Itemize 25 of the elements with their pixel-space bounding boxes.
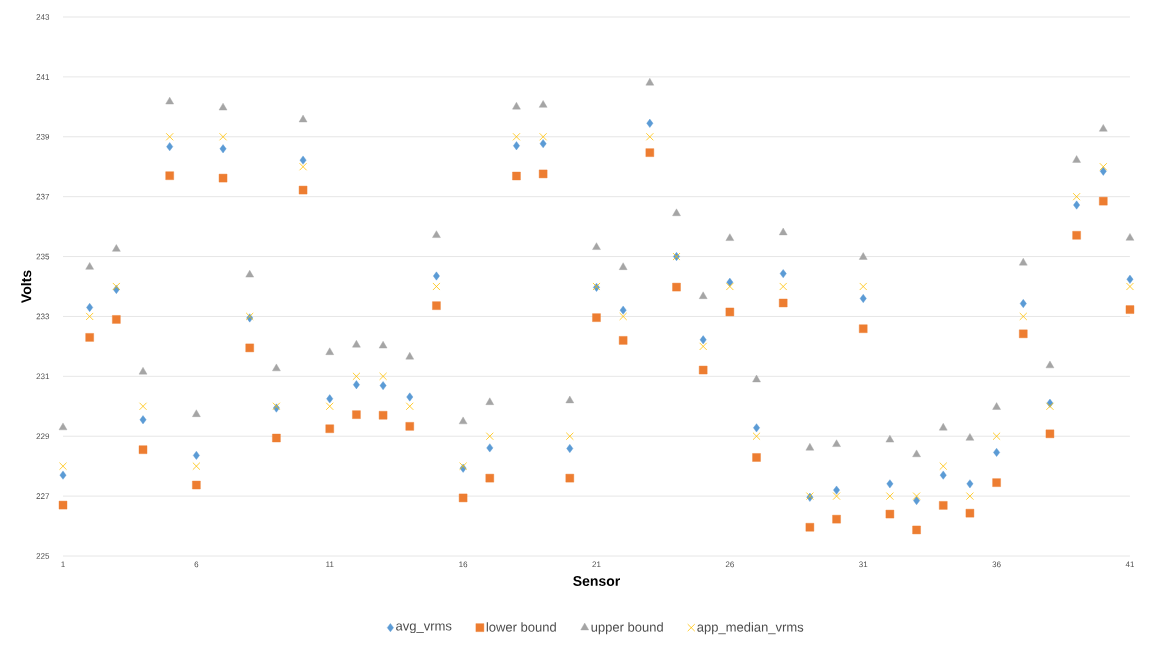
x-tick-label: 11 [326,561,334,568]
x-tick-label: 1 [61,561,65,568]
legend-label: lower bound [486,622,556,632]
y-tick-label: 239 [36,133,50,140]
x-tick-label: 16 [459,561,468,568]
y-tick-label: 225 [36,553,50,559]
y-tick-label: 229 [36,433,50,440]
x-tick-label: 41 [1125,561,1135,568]
y-tick-label: 227 [36,493,50,499]
legend-label: upper bound [591,622,663,635]
y-tick-label: 233 [36,313,50,320]
y-axis-title: Volts [20,270,32,303]
x-axis-title: Sensor [573,576,621,586]
y-tick-label: 235 [36,253,50,260]
x-tick-label: 31 [859,561,868,568]
x-tick-label: 26 [725,561,734,568]
y-tick-label: 243 [36,14,50,20]
y-tick-label: 241 [36,74,50,80]
legend-label: app_median_vrms [697,622,804,635]
y-tick-label: 231 [36,373,50,380]
x-tick-label: 36 [992,561,1001,568]
x-tick-label: 21 [592,561,601,568]
x-tick-label: 6 [194,561,199,568]
y-tick-label: 237 [36,193,50,200]
legend-label: avg_vrms [396,623,452,634]
